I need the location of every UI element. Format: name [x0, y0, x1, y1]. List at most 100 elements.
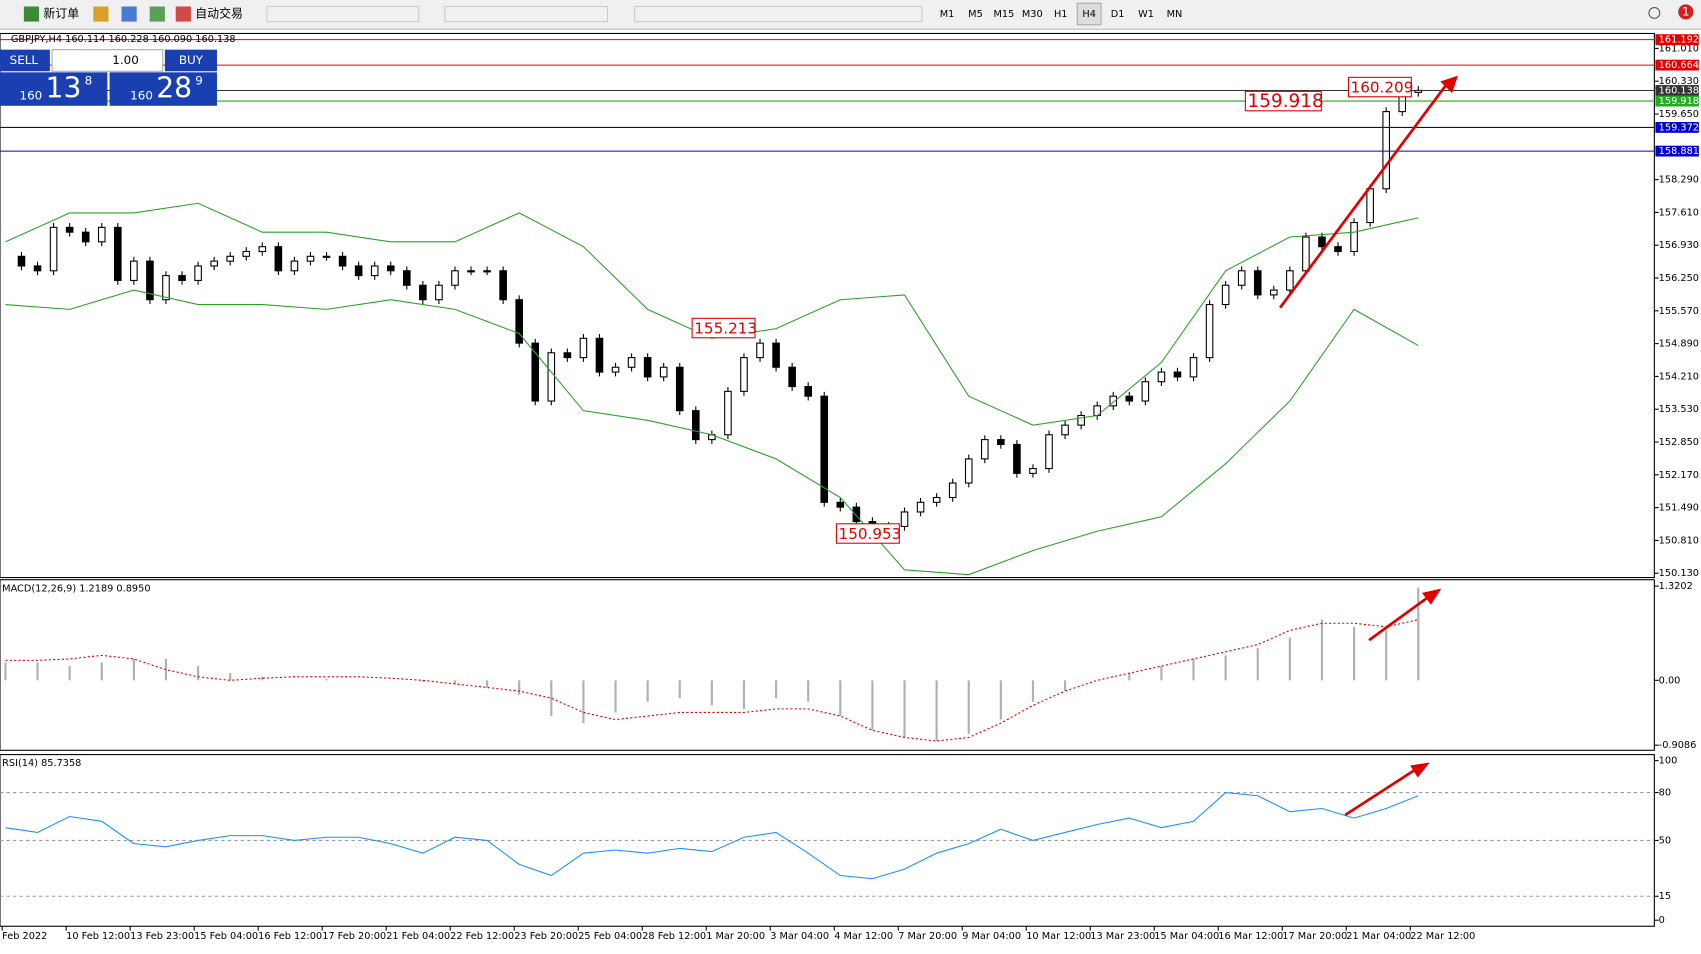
- x-tick-label: 10 Mar 12:00: [1026, 931, 1091, 942]
- candle: [595, 337, 604, 373]
- x-tick-label: 7 Mar 20:00: [898, 931, 957, 942]
- timeframe-button[interactable]: M30: [1022, 9, 1043, 20]
- candle: [1270, 289, 1278, 296]
- buy-price-big: 160: [130, 89, 153, 103]
- candle: [515, 299, 523, 344]
- sell-price[interactable]: [0, 72, 108, 106]
- timeframe-button[interactable]: M15: [993, 9, 1014, 20]
- y-tick-label: 100: [1659, 756, 1678, 767]
- candle: [1318, 236, 1326, 248]
- candle: [1221, 284, 1230, 306]
- x-tick-label: 9 Mar 04:00: [962, 931, 1021, 942]
- buy-price[interactable]: [109, 72, 217, 106]
- price-level-tag: [1655, 85, 1699, 96]
- drawing-tools[interactable]: [634, 5, 923, 23]
- buy-price-pips: 28: [156, 72, 192, 105]
- lots-value[interactable]: 1.00: [112, 53, 139, 67]
- candle: [1350, 222, 1358, 253]
- plots: 161.010 160.330 159.650 158.290 157.610 156.9…: [0, 34, 1699, 942]
- y-tick-label: 158.290: [1659, 175, 1699, 186]
- active-timeframe: [1076, 2, 1102, 26]
- candle: [451, 270, 459, 286]
- candle: [162, 275, 170, 301]
- timeframe-button[interactable]: M1: [940, 9, 955, 20]
- candle: [1061, 424, 1069, 436]
- candle: [611, 366, 620, 373]
- x-tick-label: 23 Feb 20:00: [514, 931, 578, 942]
- candle: [65, 226, 74, 233]
- x-tick-label: 25 Feb 04:00: [578, 931, 642, 942]
- buy-label[interactable]: BUY: [179, 53, 204, 67]
- rsi-line: [5, 792, 1419, 880]
- toolbar: [0, 0, 1701, 30]
- candle: [1205, 304, 1214, 359]
- x-tick-label: 17 Feb 20:00: [322, 931, 386, 942]
- auto-trading-icon[interactable]: [175, 6, 191, 22]
- sell-label[interactable]: SELL: [10, 53, 39, 67]
- candle: [1157, 371, 1166, 383]
- notification-badge[interactable]: [1678, 4, 1694, 20]
- timeframe-button[interactable]: D1: [1111, 9, 1125, 20]
- price-level-tag: [1655, 34, 1699, 46]
- candle: [370, 265, 379, 277]
- candle: [997, 439, 1005, 445]
- candle: [1237, 270, 1246, 286]
- candle: [419, 284, 427, 301]
- candle: [386, 265, 395, 272]
- candle: [483, 270, 491, 273]
- y-tick-label: 15: [1659, 891, 1671, 902]
- search-icon[interactable]: [1648, 7, 1661, 19]
- lots-input[interactable]: [51, 49, 164, 72]
- price-level-label: 159.918: [1659, 96, 1699, 107]
- candle: [499, 270, 507, 301]
- timeframes: M1 M5 M15 M30 H1 H4 D1 W1 MN: [940, 2, 1183, 26]
- candle: [17, 255, 26, 267]
- candle: [675, 366, 684, 412]
- sell-button[interactable]: [0, 49, 50, 72]
- x-tick-label: 1 Mar 20:00: [706, 931, 765, 942]
- y-tick-label: 0: [1659, 915, 1665, 926]
- candle: [1045, 434, 1053, 470]
- candle: [964, 458, 973, 484]
- timeframe-button[interactable]: W1: [1138, 9, 1154, 20]
- chart-tools[interactable]: [266, 5, 420, 23]
- x-tick-label: 21 Mar 04:00: [1346, 931, 1411, 942]
- timeframe-button[interactable]: H1: [1054, 9, 1068, 20]
- candle: [274, 246, 283, 272]
- candle: [1077, 414, 1085, 426]
- macd-signal: [5, 619, 1419, 742]
- candle: [659, 366, 668, 378]
- x-tick-label: 17 Mar 20:00: [1282, 931, 1347, 942]
- x-tick-label: 22 Feb 12:00: [450, 931, 514, 942]
- y-tick-label: 161.010: [1659, 43, 1699, 54]
- notification-count: 1: [1682, 4, 1690, 18]
- candle: [97, 226, 106, 243]
- auto-trading-button[interactable]: 自动交易: [195, 7, 243, 21]
- candle: [820, 395, 829, 503]
- candle: [643, 357, 652, 378]
- icon[interactable]: [121, 6, 137, 22]
- price-level-tag: [1655, 59, 1699, 71]
- icon[interactable]: [93, 6, 109, 22]
- new-order-button[interactable]: 新订单: [43, 7, 79, 21]
- icon[interactable]: [149, 6, 165, 22]
- macd-title: MACD(12,26,9) 1.2189 0.8950: [2, 583, 150, 594]
- new-order-icon[interactable]: [23, 6, 40, 22]
- timeframe-button[interactable]: M5: [968, 9, 983, 20]
- buy-button[interactable]: [164, 49, 217, 72]
- candle: [1141, 381, 1150, 402]
- chart-tools[interactable]: [444, 5, 609, 23]
- y-tick-label: 150.810: [1659, 535, 1699, 546]
- sell-price-pips: 13: [46, 72, 82, 105]
- candle: [81, 231, 90, 243]
- x-tick-label: 16 Feb 12:00: [258, 931, 322, 942]
- timeframe-button[interactable]: H4: [1082, 9, 1096, 20]
- candle: [1189, 357, 1198, 378]
- candle: [403, 270, 411, 286]
- candle: [33, 265, 42, 272]
- timeframe-button[interactable]: MN: [1167, 9, 1183, 20]
- x-tick-label: 13 Mar 23:00: [1090, 931, 1155, 942]
- price-level-label: 160.664: [1659, 60, 1699, 71]
- x-tick-label: 16 Mar 12:00: [1218, 931, 1283, 942]
- bollinger-upper: [5, 202, 1419, 426]
